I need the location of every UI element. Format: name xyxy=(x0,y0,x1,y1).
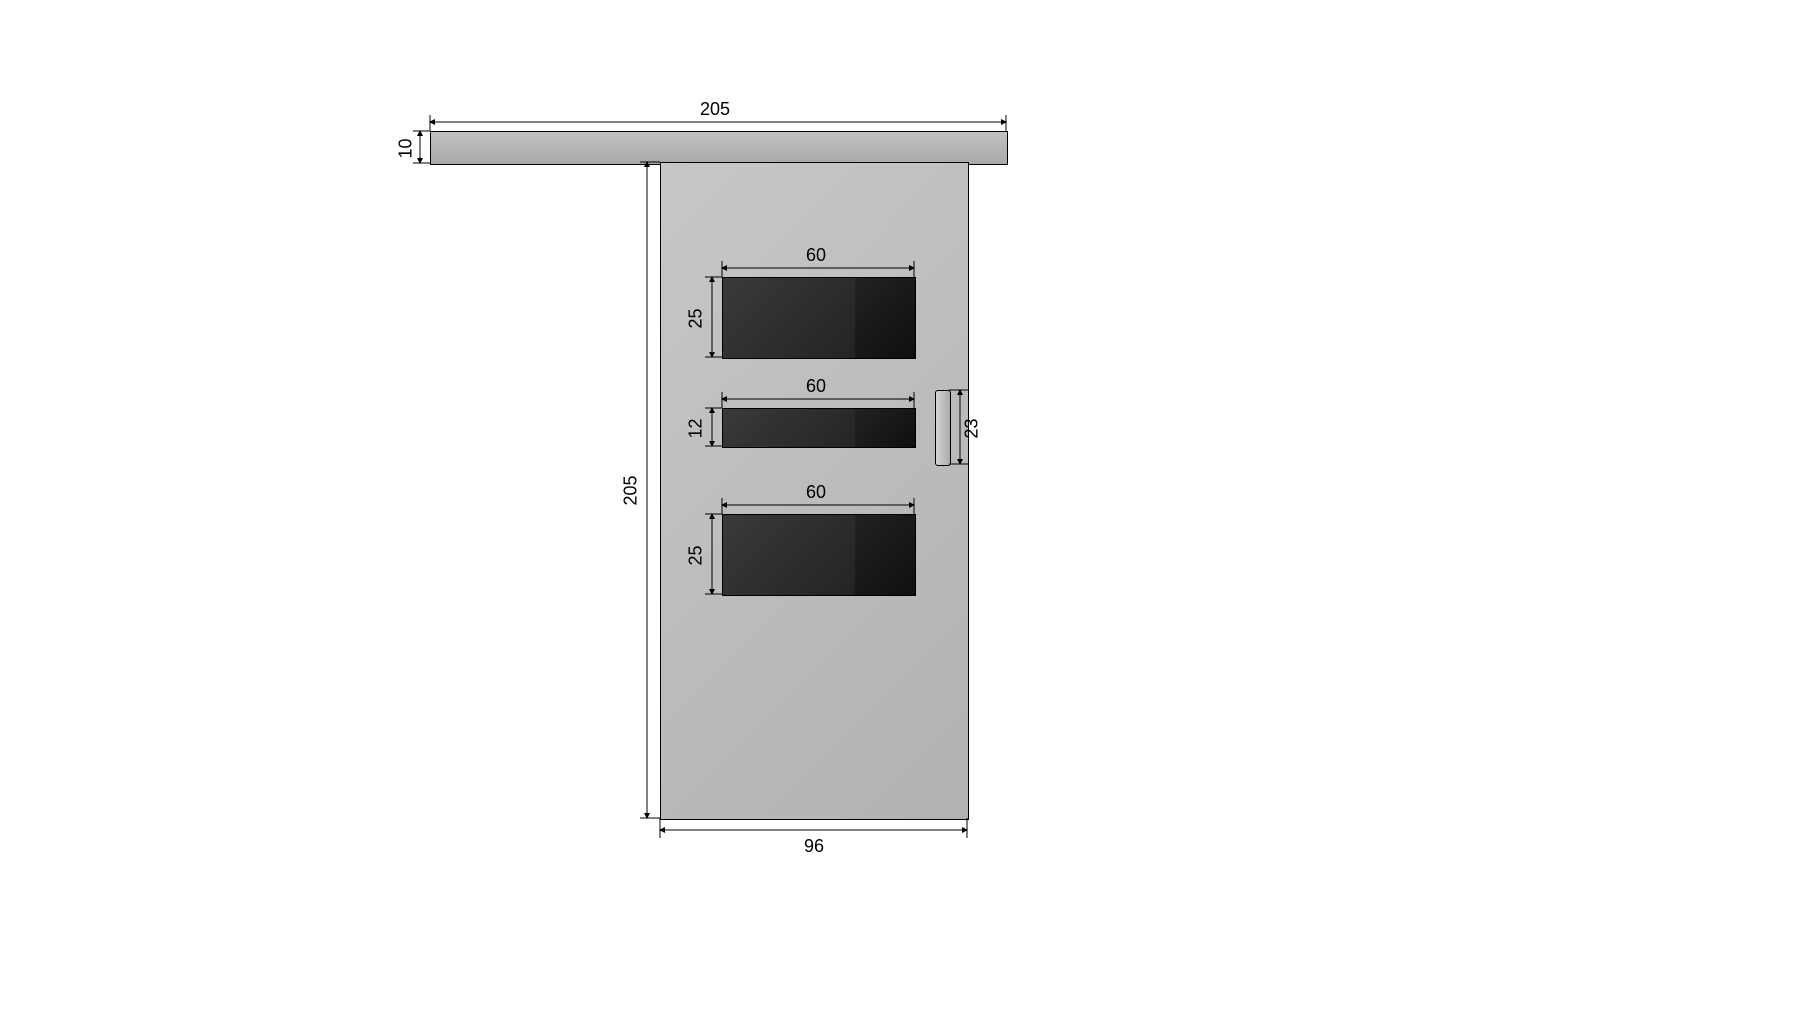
dim-door-height: 205 xyxy=(621,475,642,505)
door-handle xyxy=(935,390,951,466)
glass-panel-2-shade xyxy=(855,409,915,447)
glass-panel-2 xyxy=(722,408,916,448)
top-rail xyxy=(430,131,1008,165)
diagram-stage: 205 10 205 96 60 25 60 12 60 25 23 xyxy=(0,0,1820,1024)
dim-door-width: 96 xyxy=(804,836,824,857)
glass-panel-1-shade xyxy=(855,278,915,358)
dim-panel3-height: 25 xyxy=(686,545,707,565)
dim-panel1-height: 25 xyxy=(686,308,707,328)
dim-rail-width: 205 xyxy=(700,99,730,120)
dim-panel2-height: 12 xyxy=(686,418,707,438)
glass-panel-1 xyxy=(722,277,916,359)
dim-rail-height: 10 xyxy=(396,138,417,158)
dim-panel2-width: 60 xyxy=(806,376,826,397)
glass-panel-3 xyxy=(722,514,916,596)
dim-panel1-width: 60 xyxy=(806,245,826,266)
glass-panel-3-shade xyxy=(855,515,915,595)
dim-handle-height: 23 xyxy=(962,418,983,438)
dim-panel3-width: 60 xyxy=(806,482,826,503)
